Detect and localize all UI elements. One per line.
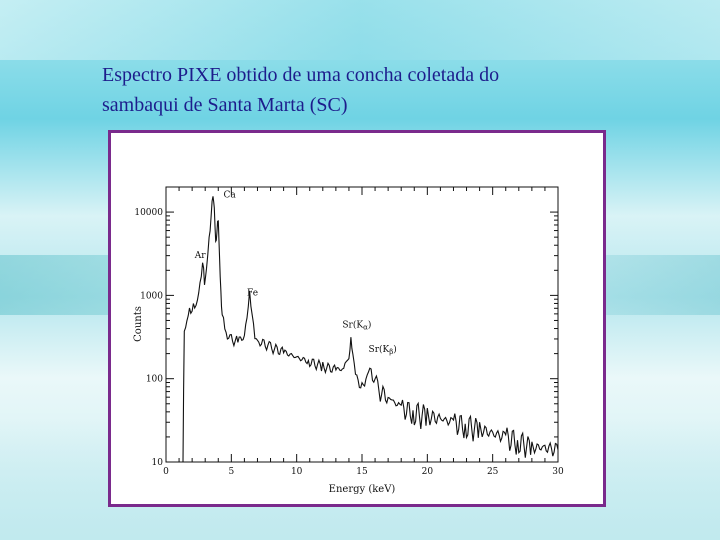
y-tick-label: 1000 [140,291,163,301]
peak-label: Ca [223,190,236,200]
figure-frame: 10 100 1000 10000 0 5 10 15 20 25 30 Ca Ar Fe Sr(Kα)… [108,130,606,507]
x-tick-label: 10 [291,467,303,477]
pixe-spectrum-chart: 10 100 1000 10000 0 5 10 15 20 25 30 Ca Ar Fe Sr(Kα)… [133,186,564,495]
peak-label: Ar [194,251,206,261]
x-tick-label: 20 [422,467,434,477]
background-sky [0,0,720,60]
y-axis-label: Counts [133,306,144,342]
slide-title-line-2: sambaqui de Santa Marta (SC) [102,94,348,116]
x-tick-label: 25 [487,467,499,477]
peak-label: Sr(Kα) [342,320,371,332]
slide-title: Espectro PIXE obtido de uma concha colet… [102,60,662,120]
peak-label: Fe [247,288,258,298]
y-tick-label: 100 [146,375,163,385]
x-tick-label: 0 [163,467,169,477]
y-tick-label: 10 [152,458,164,468]
x-axis-label: Energy (keV) [329,484,396,495]
peak-annotations: Ca Ar Fe Sr(Kα) Sr(Kβ) [194,190,397,355]
x-tick-label: 30 [552,467,564,477]
x-tick-label: 5 [228,467,234,477]
x-axis-ticks: 0 5 10 15 20 25 30 [163,187,564,477]
y-tick-label: 10000 [134,208,163,218]
peak-label: Sr(Kβ) [369,344,397,356]
x-tick-label: 15 [356,467,368,477]
spectrum-series-line [182,196,559,463]
slide-title-line-1: Espectro PIXE obtido de uma concha colet… [102,64,500,86]
y-axis-ticks: 10 100 1000 10000 [134,208,558,468]
